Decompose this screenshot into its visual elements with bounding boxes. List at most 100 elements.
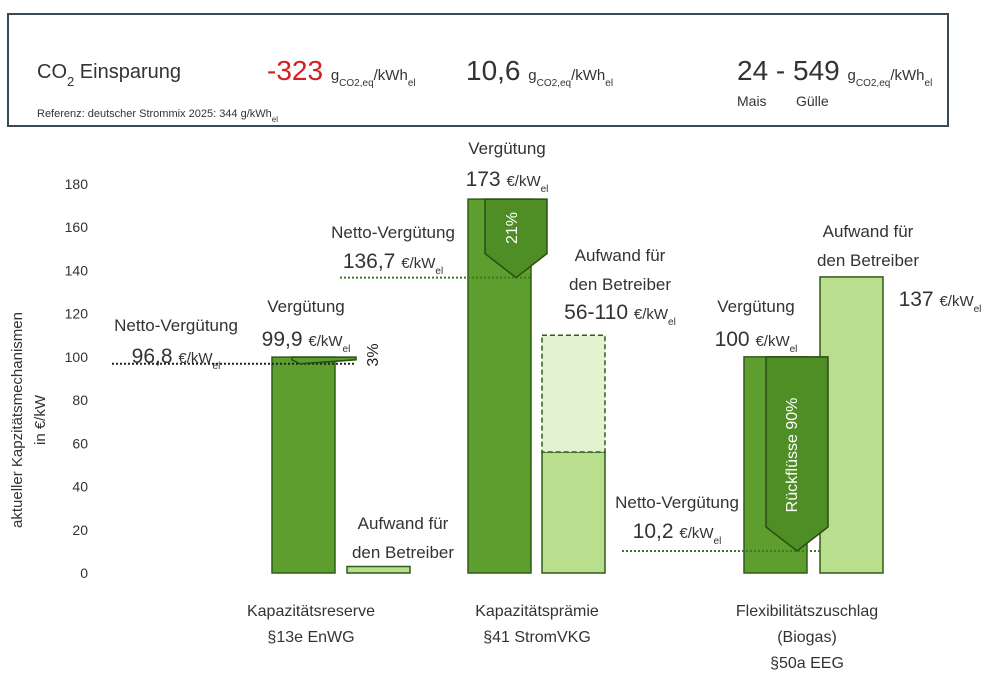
y-tick-label: 140 <box>65 262 89 278</box>
value-label: 56-110 €/kWel <box>564 301 676 328</box>
series-label: Aufwand für <box>358 514 449 533</box>
y-tick-label: 40 <box>72 479 88 495</box>
series-label: Vergütung <box>468 139 546 158</box>
y-tick-label: 160 <box>65 219 89 235</box>
text-part: /kWh <box>890 67 924 84</box>
series-label: den Betreiber <box>817 251 919 270</box>
value-label: 100 €/kWel <box>715 328 798 355</box>
reduction-label: 3% <box>365 343 382 366</box>
co2-sublabel: Mais <box>737 93 767 109</box>
co2-sublabel: Gülle <box>796 93 829 109</box>
text-part: 96,8 <box>132 345 173 368</box>
reduction-arrow <box>291 356 357 365</box>
text-part: 2 <box>67 74 74 89</box>
value-label: 137 €/kWel <box>899 288 982 315</box>
text-part: CO <box>37 61 67 83</box>
y-tick-label: 100 <box>65 349 89 365</box>
co2-value: 24 - 549 gCO2,eq/kWhel <box>737 55 932 89</box>
category-label: §50a EEG <box>770 655 844 672</box>
series-label: Aufwand für <box>823 222 914 241</box>
category-label: §13e EnWG <box>267 629 354 646</box>
value-label: 173 €/kWel <box>466 168 549 195</box>
text-part: el <box>605 78 613 89</box>
text-part: Referenz: deutscher Strommix 2025: 344 g… <box>37 108 272 120</box>
series-label: Aufwand für <box>575 246 666 265</box>
text-part: el <box>668 317 676 328</box>
co2-value: 10,6 gCO2,eq/kWhel <box>466 55 613 89</box>
text-part: €/kW <box>308 333 343 350</box>
text-part: el <box>408 78 416 89</box>
y-tick-label: 180 <box>65 176 89 192</box>
category-label: §41 StromVKG <box>483 629 591 646</box>
co2-panel <box>7 13 949 127</box>
category-label: Kapazitätsreserve <box>247 603 375 620</box>
text-part: 136,7 <box>343 250 396 273</box>
text-part: 56-110 <box>564 301 628 324</box>
text-part: 10,2 <box>633 520 674 543</box>
series-label: Netto-Vergütung <box>615 493 739 512</box>
y-tick-label: 0 <box>80 565 88 581</box>
text-part: CO2,eq <box>339 78 373 89</box>
category-label: (Biogas) <box>777 629 837 646</box>
text-part: el <box>925 78 933 89</box>
reduction-arrow <box>765 356 829 552</box>
reduction-label: 21% <box>504 212 521 244</box>
text-part: el <box>714 536 722 547</box>
category-label: Flexibilitätszuschlag <box>736 603 878 620</box>
reference: Referenz: deutscher Strommix 2025: 344 g… <box>37 108 278 124</box>
text-part: €/kW <box>755 333 790 350</box>
text-part: €/kW <box>634 306 669 323</box>
text-part: g <box>848 67 856 84</box>
text-part: €/kW <box>506 173 541 190</box>
y-tick-label: 120 <box>65 306 89 322</box>
bar <box>819 276 884 574</box>
co2-label: CO2 Einsparung <box>37 61 181 89</box>
text-part <box>323 55 331 86</box>
text-part: 137 <box>899 288 934 311</box>
text-part: el <box>541 184 549 195</box>
text-part: CO2,eq <box>537 78 571 89</box>
text-part: 24 - 549 <box>737 55 840 86</box>
text-part <box>521 55 529 86</box>
series-label: Vergütung <box>267 297 345 316</box>
y-tick-label: 20 <box>72 522 88 538</box>
bar <box>541 451 606 574</box>
y-axis-label: in €/kW <box>32 394 49 445</box>
text-part: /kWh <box>571 67 605 84</box>
text-part: 173 <box>466 168 501 191</box>
series-label: den Betreiber <box>352 543 454 562</box>
text-part: €/kW <box>939 293 974 310</box>
text-part: /kWh <box>374 67 408 84</box>
value-label: 96,8 €/kWel <box>132 345 221 372</box>
text-part: el <box>974 304 982 315</box>
series-label: Netto-Vergütung <box>114 316 238 335</box>
text-part: €/kW <box>679 525 714 542</box>
text-part: el <box>213 361 221 372</box>
bar <box>346 565 411 574</box>
reduction-label: Rückflüsse 90% <box>784 398 801 513</box>
text-part: 10,6 <box>466 55 521 86</box>
text-part: g <box>331 67 339 84</box>
text-part: CO2,eq <box>856 78 890 89</box>
text-part: g <box>528 67 536 84</box>
text-part <box>840 55 848 86</box>
series-label: Netto-Vergütung <box>331 223 455 242</box>
text-part: el <box>272 115 278 124</box>
text-part: el <box>790 344 798 355</box>
text-part: 100 <box>715 328 750 351</box>
y-tick-label: 60 <box>72 435 88 451</box>
text-part: el <box>435 266 443 277</box>
series-label: Vergütung <box>717 297 795 316</box>
value-label: 99,9 €/kWel <box>262 328 351 355</box>
category-label: Kapazitätsprämie <box>475 603 599 620</box>
value-label: 10,2 €/kWel <box>633 520 722 547</box>
bar <box>271 356 336 574</box>
text-part: €/kW <box>178 350 213 367</box>
reduction-arrow <box>484 198 548 279</box>
co2-value: -323 gCO2,eq/kWhel <box>267 55 416 89</box>
text-part: 99,9 <box>262 328 303 351</box>
text-part: el <box>343 344 351 355</box>
text-part: Einsparung <box>74 61 181 83</box>
y-axis-label: aktueller Kapzitätsmechanismen <box>9 312 26 528</box>
